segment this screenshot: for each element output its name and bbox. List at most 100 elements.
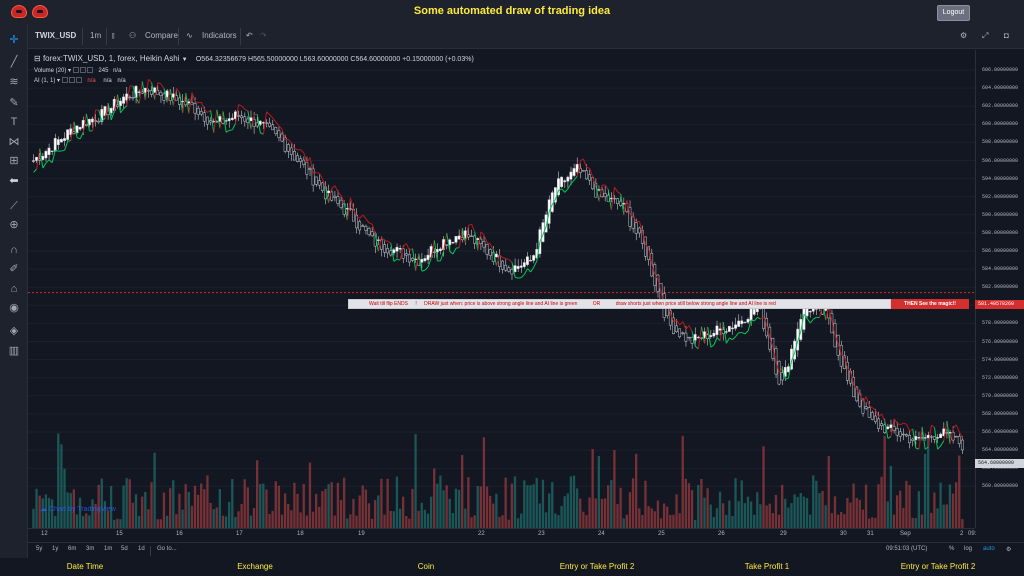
volume-bar [523, 480, 526, 528]
ai-line-segment [123, 105, 128, 110]
dropdown-icon[interactable]: ▼ [181, 57, 188, 63]
settings-toggle-icon[interactable] [68, 77, 75, 84]
range-5y[interactable]: 5y [36, 546, 43, 552]
volume-bar [513, 476, 517, 528]
remove-toggle-icon[interactable] [86, 67, 93, 74]
ai-line-segment [405, 243, 410, 251]
volume-bar [411, 488, 414, 528]
ai-line-segment [610, 187, 615, 210]
banner-part-2: DRAW just when: price is above strong an… [424, 301, 578, 307]
screenshot-icon[interactable]: ◘ [1004, 31, 1009, 40]
trash-icon[interactable]: ▥ [8, 345, 20, 357]
volume-bar [128, 479, 131, 528]
ai-line-segment [82, 113, 87, 133]
ai-line-segment [340, 195, 345, 203]
volume-bar [336, 482, 340, 528]
candle-body [35, 156, 38, 161]
price-tick-label: 602.00000000 [982, 103, 1019, 110]
candle-body [460, 237, 464, 241]
ai-line-segment [61, 149, 65, 152]
time-axis[interactable]: 12 15 16 17 18 19 22 23 24 25 26 29 30 31 Sep 2 09: [28, 528, 976, 542]
trade-idea-banner[interactable]: Wait till flip ENDS ! DRAW just when: pr… [348, 299, 891, 309]
volume-bar [675, 494, 678, 528]
settings-icon[interactable]: ⚙ [960, 31, 968, 40]
goto-button[interactable]: Go to... [157, 546, 177, 552]
dropdown-icon[interactable]: ▾ [57, 78, 61, 84]
zoom-in-icon[interactable]: ⊕ [9, 219, 19, 231]
layers-icon[interactable]: ◈ [9, 325, 19, 337]
volume-bar [600, 498, 604, 528]
indicators-button[interactable]: Indicators [202, 31, 237, 40]
pattern-tool-icon[interactable]: ⋈ [8, 136, 20, 148]
range-3m[interactable]: 3m [86, 546, 95, 552]
ai-line-segment [381, 237, 385, 241]
ruler-icon[interactable]: ⟋ [10, 200, 18, 212]
candle-body [370, 231, 374, 237]
ai-line-segment [629, 214, 634, 218]
range-1y[interactable]: 1y [52, 546, 59, 552]
ai-line-segment [471, 223, 476, 232]
range-1d[interactable]: 1d [138, 546, 145, 552]
interval-button[interactable]: 1m [90, 31, 102, 40]
ai-line-segment [464, 225, 469, 243]
price-chart[interactable] [28, 50, 975, 528]
back-arrow-icon[interactable]: ⬅ [9, 175, 19, 187]
candle-body [526, 256, 529, 265]
range-6m[interactable]: 6m [68, 546, 77, 552]
ai-value-1: n/a [87, 78, 96, 84]
ai-line-segment [918, 426, 923, 450]
text-tool-icon[interactable]: T [10, 116, 18, 128]
range-5d[interactable]: 5d [121, 546, 128, 552]
volume-bar [349, 514, 352, 528]
lock-drawing-icon[interactable]: ✐ [9, 263, 19, 275]
settings-icon[interactable]: ⚙ [1006, 547, 1012, 553]
volume-bar [442, 490, 445, 528]
eye-toggle-icon[interactable] [72, 67, 79, 74]
tradingview-watermark[interactable]: ☁ Chart by TradingView [40, 506, 116, 513]
volume-bar [32, 508, 35, 528]
trend-line-icon[interactable]: ╱ [10, 56, 18, 68]
remove-toggle-icon[interactable] [75, 77, 82, 84]
volume-bar [47, 497, 51, 528]
fullscreen-icon[interactable]: ⤢ [982, 31, 989, 40]
settings-toggle-icon[interactable] [79, 67, 86, 74]
ai-line-segment [840, 354, 845, 358]
time-tick-label: 15 [116, 531, 123, 537]
ai-line-segment [231, 123, 236, 131]
eye-icon[interactable]: ◉ [9, 302, 19, 314]
volume-bar [641, 515, 644, 528]
candle-body [740, 320, 744, 325]
ai-line-segment [76, 137, 81, 140]
percent-toggle[interactable]: % [949, 546, 955, 552]
chart-style-icon[interactable]: ⫾ [112, 31, 115, 40]
compare-button[interactable]: Compare [145, 31, 178, 40]
ai-line-segment [353, 209, 358, 217]
symbol-search[interactable]: TWIX_USD [35, 31, 77, 40]
ai-line-segment [85, 113, 90, 132]
candle-body [948, 432, 952, 434]
volume-bar [187, 491, 190, 528]
prediction-tool-icon[interactable]: ⊞ [9, 155, 19, 167]
dropdown-icon[interactable]: ▾ [68, 68, 72, 74]
magnet-icon[interactable]: ∩ [10, 244, 18, 256]
brush-icon[interactable]: ✎ [9, 97, 19, 109]
lock-icon[interactable]: ⌂ [10, 283, 18, 295]
logout-button[interactable]: Logout [937, 5, 970, 21]
candle-body [47, 147, 51, 155]
auto-toggle[interactable]: auto [983, 546, 995, 552]
candle-body [731, 327, 734, 330]
ai-line-segment [614, 186, 619, 193]
redo-icon[interactable]: ↷ [260, 31, 267, 40]
candle-body [56, 139, 60, 145]
candle-body [569, 171, 573, 180]
ai-line-segment [433, 240, 438, 262]
candle-body [386, 248, 390, 254]
range-1m[interactable]: 1m [104, 546, 113, 552]
undo-icon[interactable]: ↶ [246, 31, 253, 40]
eye-toggle-icon[interactable] [61, 77, 68, 84]
collapse-icon[interactable]: ⊟ [34, 54, 41, 63]
price-axis[interactable]: 606.00000000 604.00000000 602.00000000 600.… [975, 50, 1024, 528]
log-toggle[interactable]: log [964, 546, 973, 552]
crosshair-icon[interactable]: ✛ [9, 34, 19, 46]
fib-tool-icon[interactable]: ≋ [9, 76, 19, 88]
